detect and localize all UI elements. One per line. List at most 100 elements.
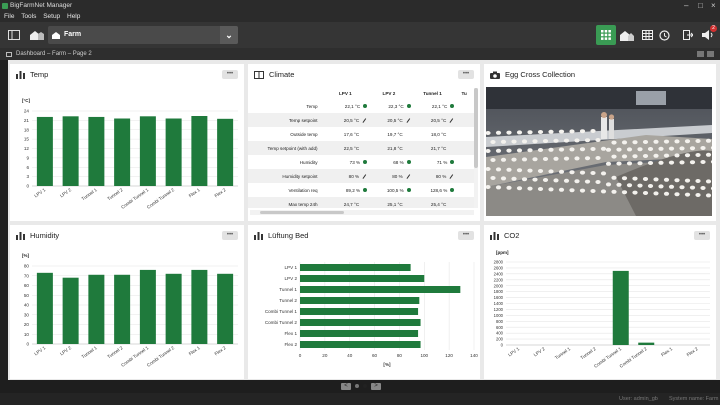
- farm-home-button[interactable]: [28, 25, 46, 45]
- egg-shape: [516, 130, 523, 135]
- egg-shape: [653, 177, 659, 182]
- climate-cell: [454, 113, 474, 127]
- climate-row-label: Humidity setpoint: [248, 169, 324, 183]
- house-view-button[interactable]: [618, 25, 636, 45]
- bar: [191, 269, 208, 344]
- sidebar-toggle-button[interactable]: [5, 25, 23, 45]
- climate-vscroll-thumb[interactable]: [474, 88, 478, 168]
- climate-cell: 20,5 °C: [323, 113, 368, 127]
- climate-cell-value: 25,4 °C: [430, 201, 447, 207]
- alarm-button[interactable]: 2: [699, 25, 717, 45]
- edit-pencil-icon[interactable]: [449, 173, 454, 179]
- egg-shape: [486, 185, 491, 189]
- egg-shape: [647, 147, 654, 151]
- egg-shape: [605, 147, 612, 152]
- temp-panel-header: Temp: [16, 70, 48, 79]
- egg-shape: [611, 189, 617, 194]
- minimize-icon[interactable]: –: [684, 1, 689, 10]
- edit-pencil-icon[interactable]: [406, 117, 411, 123]
- egg-shape: [590, 129, 596, 133]
- humidity-panel-menu-button[interactable]: •••: [222, 231, 238, 240]
- menu-tools[interactable]: Tools: [21, 13, 37, 20]
- menu-setup[interactable]: Setup: [43, 13, 61, 20]
- egg-panel-header: Egg Cross Collection: [490, 70, 575, 79]
- co2-unit-label: [ppm]: [496, 250, 509, 255]
- menu-help[interactable]: Help: [67, 13, 81, 20]
- menu-bar: File Tools Setup Help: [0, 12, 720, 22]
- y-tick-label: Combi Tunnel 2: [265, 320, 298, 325]
- y-tick-label: 1200: [494, 307, 504, 312]
- restore-panel-icon[interactable]: [697, 51, 704, 57]
- climate-row: Temp setpoint 20,5 °C 20,5 °C 20,5 °C: [248, 113, 474, 127]
- climate-vscrollbar[interactable]: [474, 88, 478, 208]
- climate-hscroll-thumb[interactable]: [260, 211, 344, 214]
- egg-shape: [521, 139, 528, 144]
- egg-shape: [486, 131, 491, 135]
- maximize-icon[interactable]: □: [698, 1, 703, 10]
- climate-cell: 71 %: [411, 155, 455, 169]
- y-tick-label: LPV 2: [284, 276, 297, 281]
- egg-shape: [621, 176, 628, 181]
- climate-cell-value: 89,2 %: [345, 187, 361, 193]
- climate-cell-value: 80 %: [392, 173, 403, 179]
- y-tick-label: 80: [24, 264, 30, 269]
- page-dot-1[interactable]: [355, 384, 359, 388]
- egg-shape: [486, 149, 491, 153]
- close-panel-icon[interactable]: [707, 51, 714, 57]
- title-bar: BigFarmNet Manager – □ ×: [0, 0, 720, 12]
- egg-shape: [511, 157, 517, 162]
- egg-shape: [584, 179, 591, 184]
- status-dot-icon: [406, 104, 411, 109]
- egg-shape: [516, 186, 523, 191]
- table-view-button[interactable]: [638, 25, 656, 45]
- climate-col-header: LPV 1: [338, 91, 352, 96]
- egg-shape: [663, 153, 670, 158]
- edit-pencil-icon[interactable]: [362, 117, 367, 123]
- egg-shape: [632, 154, 638, 159]
- logout-icon: [683, 30, 693, 40]
- egg-shape: [695, 193, 701, 197]
- egg-shape: [486, 167, 491, 171]
- egg-shape: [574, 156, 580, 161]
- egg-shape: [621, 190, 628, 195]
- climate-header-empty: [248, 88, 324, 99]
- close-icon[interactable]: ×: [711, 1, 716, 10]
- temp-panel-menu-button[interactable]: •••: [222, 70, 238, 79]
- farm-selector[interactable]: Farm ⌄: [48, 26, 238, 44]
- climate-hscrollbar[interactable]: [250, 210, 474, 215]
- menu-file[interactable]: File: [4, 13, 15, 20]
- egg-shape: [537, 148, 544, 152]
- x-tick-label: LPV 1: [33, 345, 46, 357]
- co2-panel-menu-button[interactable]: •••: [694, 231, 710, 240]
- edit-pencil-icon[interactable]: [362, 173, 367, 179]
- status-system: System name: Farm: [669, 396, 719, 402]
- x-tick-label: Flex 2: [214, 345, 227, 357]
- egg-shape: [668, 160, 675, 165]
- logout-button[interactable]: [681, 25, 695, 45]
- dashboard-view-button[interactable]: [596, 25, 616, 45]
- temp-panel: Temp ••• [°C] 0 3 6 9 12 15 18 21 24 LPV 1 LPV 2 Tu…: [10, 64, 244, 221]
- egg-shape: [710, 146, 712, 150]
- climate-cell-value: 71 %: [436, 159, 448, 165]
- egg-shape: [626, 161, 633, 166]
- egg-shape: [595, 180, 601, 184]
- prev-page-button[interactable]: <: [341, 382, 351, 390]
- y-tick-label: 2200: [494, 277, 504, 282]
- bar: [300, 330, 419, 337]
- next-page-button[interactable]: >: [371, 382, 381, 390]
- climate-row: Max temp 24h 24,7 °C 25,1 °C 25,4 °C: [248, 197, 474, 208]
- climate-cell: 25,1 °C: [367, 197, 411, 208]
- egg-shape: [600, 171, 607, 176]
- edit-pencil-icon[interactable]: [449, 117, 454, 123]
- climate-cell-value: 22,1 °C: [431, 103, 448, 109]
- egg-shape: [532, 139, 538, 144]
- chevron-down-icon[interactable]: ⌄: [220, 26, 238, 44]
- edit-pencil-icon[interactable]: [406, 173, 411, 179]
- page-dot-2[interactable]: [363, 384, 367, 388]
- egg-shape: [590, 171, 596, 175]
- lueftung-panel-menu-button[interactable]: •••: [458, 231, 474, 240]
- climate-panel-menu-button[interactable]: •••: [458, 70, 474, 79]
- egg-shape: [527, 130, 533, 135]
- history-button[interactable]: [655, 25, 673, 45]
- climate-col-header: Tu: [461, 91, 467, 96]
